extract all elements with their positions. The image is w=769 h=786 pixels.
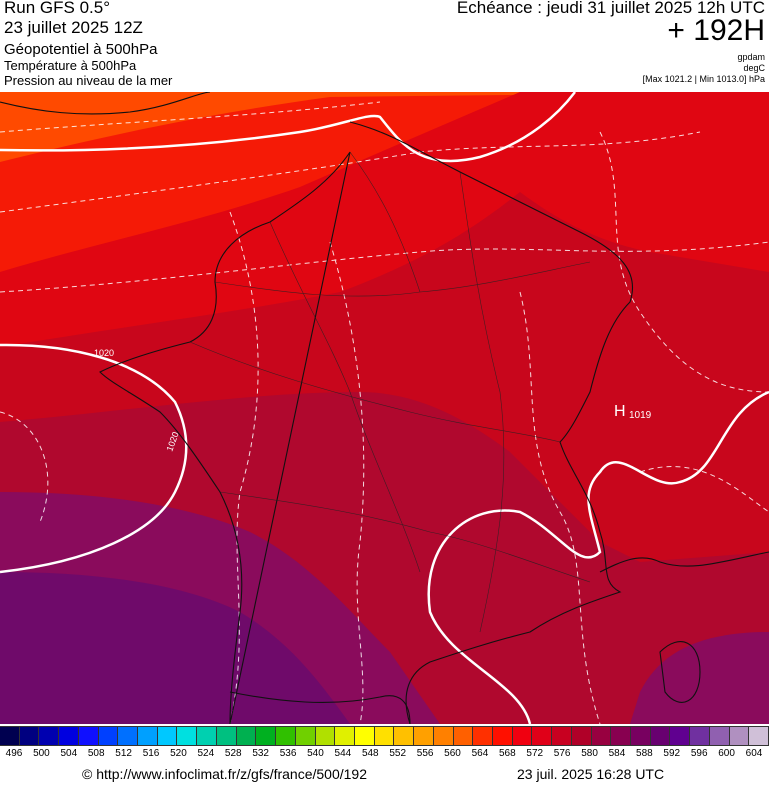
- color-swatch: [295, 727, 316, 745]
- color-swatch: [394, 727, 415, 745]
- color-scale-tick-label: 496: [5, 748, 23, 759]
- color-swatch: [98, 727, 119, 745]
- color-swatch: [591, 727, 612, 745]
- france-outline: [99, 121, 634, 724]
- generation-timestamp: 23 juil. 2025 16:28 UTC: [517, 766, 665, 782]
- color-scale-tick-label: 568: [498, 748, 516, 759]
- color-swatch: [138, 727, 158, 745]
- forecast-hour: + 192H: [667, 14, 765, 47]
- color-swatch: [433, 727, 454, 745]
- color-scale-tick-label: 528: [224, 748, 242, 759]
- color-scale-tick-label: 572: [526, 748, 544, 759]
- parameter-subtitle-pressure: Pression au niveau de la mer: [4, 73, 173, 88]
- unit-geopotential: gpdam: [737, 52, 765, 62]
- color-scale-tick-label: 544: [334, 748, 352, 759]
- color-swatch: [473, 727, 493, 745]
- color-swatch: [453, 727, 474, 745]
- color-scale-tick-label: 596: [690, 748, 708, 759]
- color-scale-tick-label: 504: [60, 748, 78, 759]
- color-scale-tick-label: 564: [471, 748, 489, 759]
- color-scale-tick-label: 516: [142, 748, 160, 759]
- color-swatch: [552, 727, 572, 745]
- run-title: Run GFS 0.5°: [4, 0, 111, 17]
- spain-border: [229, 691, 411, 724]
- color-swatch: [631, 727, 651, 745]
- color-swatch: [729, 727, 750, 745]
- color-scale-tick-label: 552: [389, 748, 407, 759]
- isobar-label-north-west: 1020: [94, 348, 114, 358]
- weather-map[interactable]: 1020 1020 H 1019: [0, 92, 769, 724]
- color-swatch: [276, 727, 296, 745]
- isotherms: [0, 101, 769, 724]
- color-scale-tick-label: 584: [608, 748, 626, 759]
- color-swatch: [492, 727, 513, 745]
- color-swatch: [749, 727, 769, 745]
- band-deep-purple: [0, 572, 350, 724]
- color-swatch: [354, 727, 375, 745]
- color-scale-tick-label: 520: [170, 748, 187, 759]
- color-swatch: [709, 727, 730, 745]
- color-swatch: [611, 727, 631, 745]
- color-scale-tick-label: 548: [361, 748, 379, 759]
- isobar-west: [0, 343, 188, 574]
- parameter-title: Géopotentiel à 500hPa: [4, 41, 158, 58]
- color-swatch: [512, 727, 533, 745]
- color-scale-tick-label: 540: [307, 748, 324, 759]
- color-swatch: [315, 727, 336, 745]
- source-url: © http://www.infoclimat.fr/z/gfs/france/…: [82, 766, 367, 782]
- color-swatch: [197, 727, 217, 745]
- color-scale-tick-label: 524: [197, 748, 215, 759]
- color-swatch: [0, 727, 20, 745]
- color-swatch: [39, 727, 60, 745]
- color-swatch: [59, 727, 79, 745]
- color-swatch: [256, 727, 277, 745]
- country-borders: [0, 92, 769, 724]
- isobar-southeast: [427, 390, 769, 724]
- color-swatch: [78, 727, 99, 745]
- unit-temperature: degC: [743, 63, 765, 73]
- color-scale-tick-label: 512: [115, 748, 132, 759]
- forecast-validity: Echéance : jeudi 31 juillet 2025 12h UTC: [456, 0, 765, 17]
- color-scale-bar: [0, 726, 769, 746]
- isobar-north: [0, 92, 576, 163]
- color-swatch: [670, 727, 691, 745]
- color-scale-tick-label: 532: [252, 748, 269, 759]
- color-scale-tick-label: 508: [87, 748, 105, 759]
- color-scale-ticks: 496 500 504 508 512 516 520 524 528 532 536 540 544 5…: [0, 748, 769, 762]
- isobars: [0, 92, 769, 724]
- color-swatch: [177, 727, 198, 745]
- color-scale-tick-label: 592: [663, 748, 681, 759]
- color-swatch: [236, 727, 257, 745]
- color-swatch: [19, 727, 40, 745]
- color-scale-tick-label: 600: [718, 748, 735, 759]
- color-scale-tick-label: 560: [444, 748, 461, 759]
- high-pressure-marker: H: [614, 403, 626, 420]
- color-swatch: [532, 727, 553, 745]
- color-scale-tick-label: 604: [745, 748, 763, 759]
- color-swatch: [157, 727, 178, 745]
- italy-coast: [599, 551, 769, 573]
- region-borders: [189, 151, 591, 633]
- color-scale-tick-label: 536: [279, 748, 297, 759]
- corsica: [659, 641, 701, 703]
- color-swatch: [650, 727, 671, 745]
- color-swatch: [414, 727, 434, 745]
- color-scale-tick-label: 588: [636, 748, 653, 759]
- color-swatch: [335, 727, 355, 745]
- parameter-subtitle-temperature: Température à 500hPa: [4, 58, 137, 73]
- color-swatch: [216, 727, 237, 745]
- color-scale-tick-label: 576: [553, 748, 571, 759]
- high-pressure-value: 1019: [629, 410, 652, 421]
- color-scale-tick-label: 500: [33, 748, 50, 759]
- color-scale-tick-label: 580: [581, 748, 598, 759]
- color-swatch: [374, 727, 395, 745]
- color-swatch: [690, 727, 710, 745]
- run-date: 23 juillet 2025 12Z: [4, 18, 143, 37]
- color-scale-tick-label: 556: [416, 748, 434, 759]
- color-swatch: [571, 727, 592, 745]
- pressure-max-min: [Max 1021.2 | Min 1013.0] hPa: [642, 74, 765, 84]
- color-swatch: [118, 727, 139, 745]
- uk-coast: [0, 92, 211, 115]
